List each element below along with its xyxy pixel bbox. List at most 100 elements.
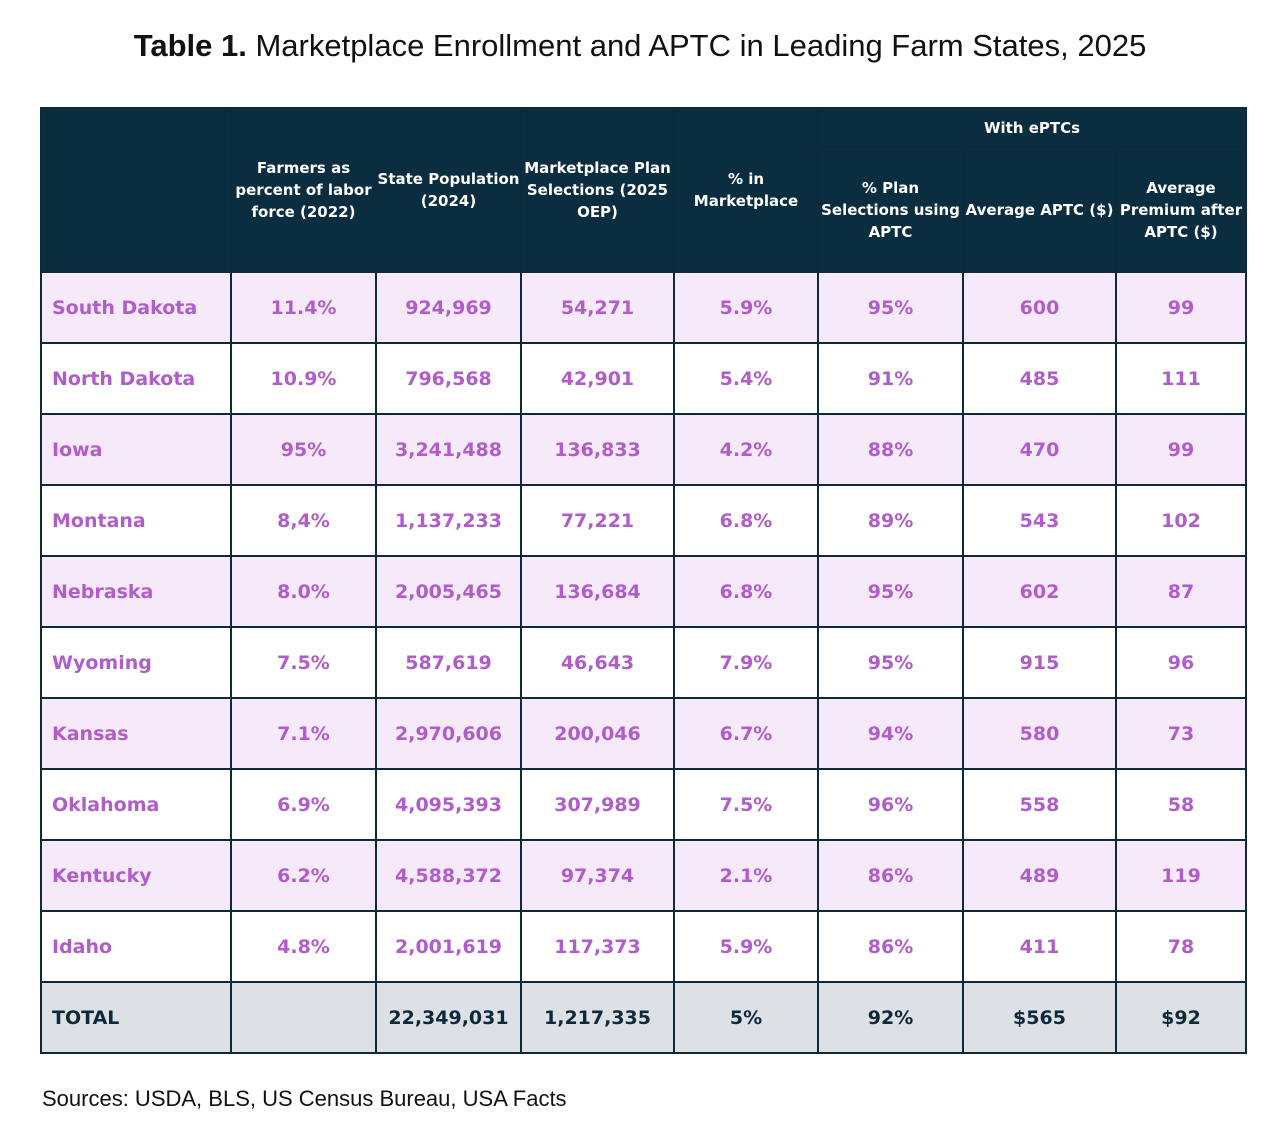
table-cell: 924,969 (375, 271, 522, 344)
table-row: South Dakota 11.4% 924,969 54,271 5.9% 95% 600… (40, 271, 1247, 344)
table-cell: 2.1% (673, 839, 819, 912)
state-name: Iowa (40, 413, 232, 486)
table-cell: 6.7% (673, 697, 819, 770)
table-row: Wyoming 7.5% 587,619 46,643 7.9% 95% 915 96 (40, 626, 1247, 699)
table-row: North Dakota 10.9% 796,568 42,901 5.4% 91% 485… (40, 342, 1247, 415)
header-pct-aptc: % Plan Selections using APTC (817, 146, 964, 273)
table-cell: 1,217,335 (520, 981, 675, 1054)
header-blank (40, 107, 232, 273)
table-cell: 10.9% (230, 342, 377, 415)
table-cell: 200,046 (520, 697, 675, 770)
table-cell: 73 (1115, 697, 1247, 770)
table-cell: 2,970,606 (375, 697, 522, 770)
table-cell: 54,271 (520, 271, 675, 344)
table-cell: 2,005,465 (375, 555, 522, 628)
header-pct-marketplace: % in Marketplace (673, 107, 819, 273)
table-cell: 307,989 (520, 768, 675, 841)
table-cell: 77,221 (520, 484, 675, 557)
table-cell: 7.5% (673, 768, 819, 841)
table-cell: 1,137,233 (375, 484, 522, 557)
state-name: Montana (40, 484, 232, 557)
table-cell: 99 (1115, 413, 1247, 486)
table-cell: 22,349,031 (375, 981, 522, 1054)
state-name: Nebraska (40, 555, 232, 628)
state-name: Kentucky (40, 839, 232, 912)
table-cell: 7.9% (673, 626, 819, 699)
table-row: Idaho 4.8% 2,001,619 117,373 5.9% 86% 411 78 (40, 910, 1247, 983)
table-cell: 111 (1115, 342, 1247, 415)
table-cell: 485 (962, 342, 1117, 415)
table-cell: 7.5% (230, 626, 377, 699)
table-row: Kansas 7.1% 2,970,606 200,046 6.7% 94% 580 73 (40, 697, 1247, 770)
table-row: Montana 8,4% 1,137,233 77,221 6.8% 89% 543 102 (40, 484, 1247, 557)
table-cell: 915 (962, 626, 1117, 699)
table-cell: 489 (962, 839, 1117, 912)
table-cell: 86% (817, 910, 964, 983)
table-row: Oklahoma 6.9% 4,095,393 307,989 7.5% 96% 558 58 (40, 768, 1247, 841)
state-name: Idaho (40, 910, 232, 983)
table-cell: 95% (230, 413, 377, 486)
table-cell: 88% (817, 413, 964, 486)
header-avg-aptc: Average APTC ($) (962, 146, 1117, 273)
table-cell: 5.9% (673, 271, 819, 344)
total-row: TOTAL 22,349,031 1,217,335 5% 92% $565 $92 (40, 981, 1247, 1054)
table-cell: $92 (1115, 981, 1247, 1054)
header-group-with-eptcs: With ePTCs (817, 107, 1247, 148)
table-cell: 91% (817, 342, 964, 415)
table-cell: 95% (817, 555, 964, 628)
table-cell: 87 (1115, 555, 1247, 628)
table-cell: 96% (817, 768, 964, 841)
table-cell: 11.4% (230, 271, 377, 344)
table-cell: 5.9% (673, 910, 819, 983)
table-cell: 3,241,488 (375, 413, 522, 486)
state-name: North Dakota (40, 342, 232, 415)
table-cell: 6.8% (673, 555, 819, 628)
table-cell: 580 (962, 697, 1117, 770)
table-cell: 796,568 (375, 342, 522, 415)
table-cell: 4,588,372 (375, 839, 522, 912)
table-cell: 78 (1115, 910, 1247, 983)
table-cell: 86% (817, 839, 964, 912)
table-cell: 96 (1115, 626, 1247, 699)
table-title-text: Marketplace Enrollment and APTC in Leadi… (255, 28, 1147, 63)
table-cell: 2,001,619 (375, 910, 522, 983)
table-row: Kentucky 6.2% 4,588,372 97,374 2.1% 86% 489 119 (40, 839, 1247, 912)
sources-note: Sources: USDA, BLS, US Census Bureau, US… (42, 1086, 567, 1111)
table-cell: 587,619 (375, 626, 522, 699)
table-cell: 117,373 (520, 910, 675, 983)
table-number: Table 1. (133, 28, 247, 63)
table-cell: 6.2% (230, 839, 377, 912)
header-plan-selections: Marketplace Plan Selections (2025 OEP) (520, 107, 675, 273)
table-cell: 411 (962, 910, 1117, 983)
table-cell: 8.0% (230, 555, 377, 628)
table-cell: 58 (1115, 768, 1247, 841)
state-name: Oklahoma (40, 768, 232, 841)
state-name: Wyoming (40, 626, 232, 699)
table-cell: 470 (962, 413, 1117, 486)
table-cell: 6.8% (673, 484, 819, 557)
table-cell: 99 (1115, 271, 1247, 344)
table-cell: 543 (962, 484, 1117, 557)
table-cell: 4,095,393 (375, 768, 522, 841)
table-cell (230, 981, 377, 1054)
table-cell: 4.8% (230, 910, 377, 983)
total-label: TOTAL (40, 981, 232, 1054)
table-cell: 602 (962, 555, 1117, 628)
table-title: Table 1. Marketplace Enrollment and APTC… (0, 28, 1280, 64)
table-cell: 89% (817, 484, 964, 557)
table-row: Nebraska 8.0% 2,005,465 136,684 6.8% 95% 602 87 (40, 555, 1247, 628)
table-cell: 558 (962, 768, 1117, 841)
table-cell: 4.2% (673, 413, 819, 486)
table-cell: 94% (817, 697, 964, 770)
table-cell: 119 (1115, 839, 1247, 912)
table-cell: 102 (1115, 484, 1247, 557)
table-cell: 95% (817, 626, 964, 699)
table-cell: 92% (817, 981, 964, 1054)
table-cell: 600 (962, 271, 1117, 344)
state-name: South Dakota (40, 271, 232, 344)
table-cell: $565 (962, 981, 1117, 1054)
header-farmers-pct: Farmers as percent of labor force (2022) (230, 107, 377, 273)
table-cell: 7.1% (230, 697, 377, 770)
table-cell: 42,901 (520, 342, 675, 415)
table-cell: 5.4% (673, 342, 819, 415)
